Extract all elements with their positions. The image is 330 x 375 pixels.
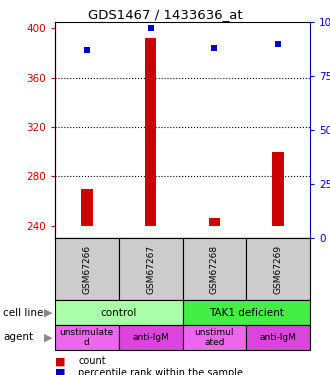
Text: anti-IgM: anti-IgM <box>132 333 169 342</box>
Text: GSM67269: GSM67269 <box>274 244 282 294</box>
Text: cell line: cell line <box>3 308 44 318</box>
FancyBboxPatch shape <box>119 238 182 300</box>
Text: unstimulate
d: unstimulate d <box>60 328 114 347</box>
Text: ▶: ▶ <box>44 333 52 342</box>
Bar <box>81 189 93 226</box>
Text: unstimul
ated: unstimul ated <box>195 328 234 347</box>
Text: anti-IgM: anti-IgM <box>260 333 297 342</box>
FancyBboxPatch shape <box>182 325 246 350</box>
Bar <box>209 218 220 226</box>
FancyBboxPatch shape <box>55 238 119 300</box>
Text: TAK1 deficient: TAK1 deficient <box>209 308 284 318</box>
Text: control: control <box>101 308 137 318</box>
Text: percentile rank within the sample: percentile rank within the sample <box>78 368 243 375</box>
Text: agent: agent <box>3 333 33 342</box>
Text: ■: ■ <box>55 368 65 375</box>
FancyBboxPatch shape <box>182 300 310 325</box>
Text: GSM67266: GSM67266 <box>82 244 91 294</box>
FancyBboxPatch shape <box>246 325 310 350</box>
Text: GSM67268: GSM67268 <box>210 244 219 294</box>
FancyBboxPatch shape <box>246 238 310 300</box>
Text: ▶: ▶ <box>44 308 52 318</box>
FancyBboxPatch shape <box>182 238 246 300</box>
Text: GDS1467 / 1433636_at: GDS1467 / 1433636_at <box>88 8 242 21</box>
Bar <box>272 152 284 226</box>
Bar <box>145 38 156 226</box>
FancyBboxPatch shape <box>55 300 182 325</box>
Text: count: count <box>78 356 106 366</box>
FancyBboxPatch shape <box>119 325 182 350</box>
Text: GSM67267: GSM67267 <box>146 244 155 294</box>
Text: ■: ■ <box>55 356 65 366</box>
FancyBboxPatch shape <box>55 325 119 350</box>
